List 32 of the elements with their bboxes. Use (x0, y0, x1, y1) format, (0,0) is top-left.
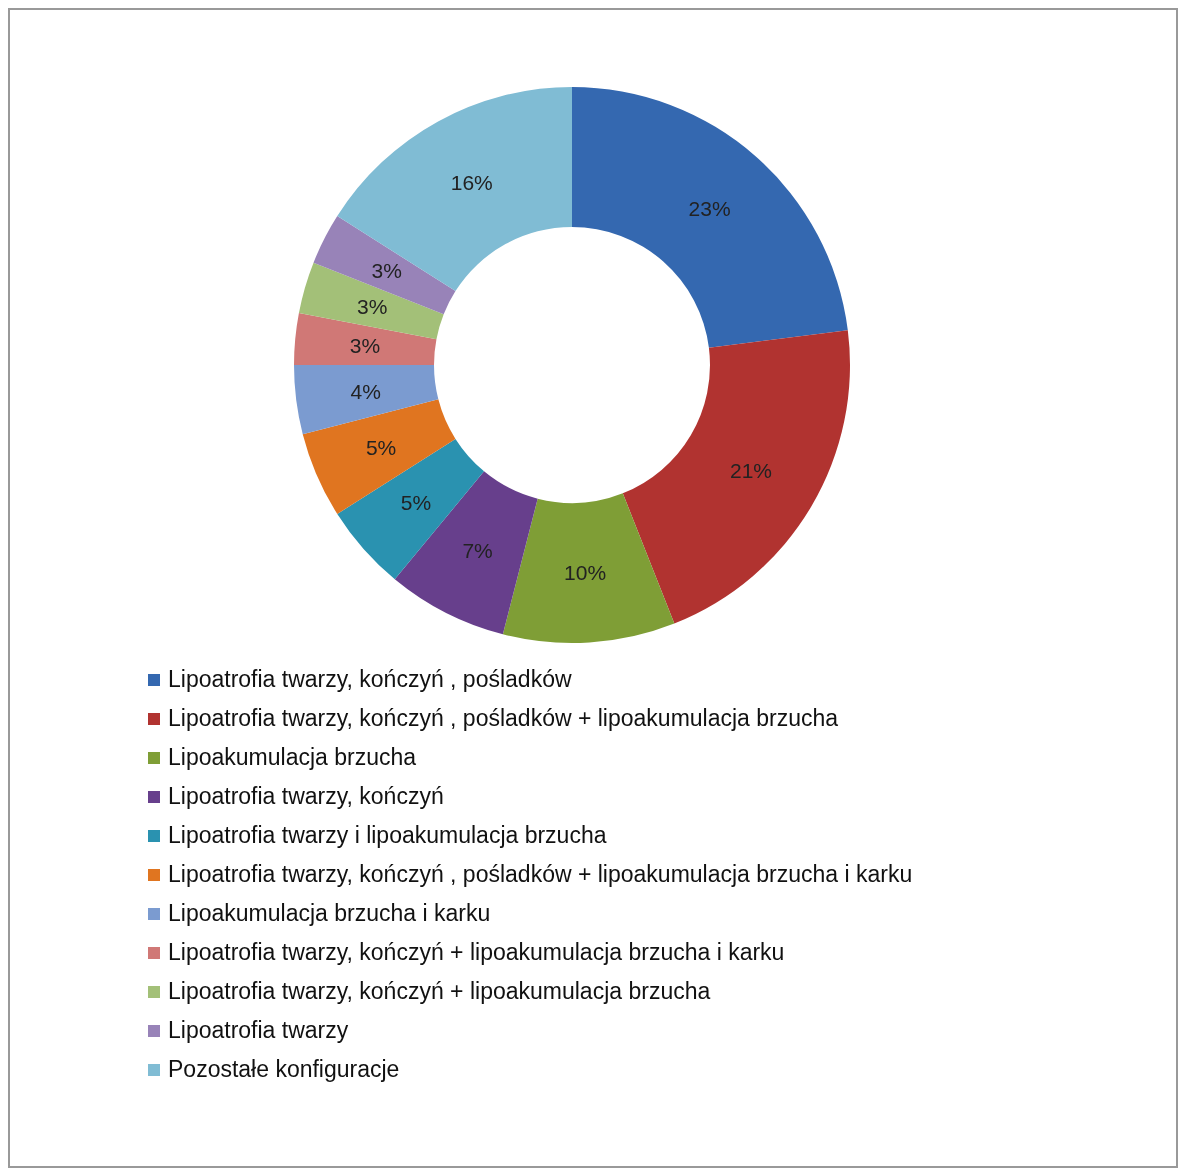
donut-slice (294, 312, 437, 365)
legend-label: Lipoatrofia twarzy, kończyń , pośladków + lipoakumulacja brzucha (168, 705, 839, 732)
data-label: 5% (365, 436, 397, 460)
donut-slice (502, 493, 675, 643)
data-label: 7% (462, 538, 493, 562)
donut-slice (622, 330, 850, 624)
data-label: 3% (357, 295, 388, 319)
data-label: 23% (688, 197, 731, 221)
data-label: 3% (371, 259, 402, 283)
legend-label: Lipoatrofia twarzy, kończyń , pośladków (168, 666, 572, 693)
legend-label: Lipoatrofia twarzy, kończyń + lipoakumulacja brzucha i karku (168, 939, 785, 966)
data-label: 10% (564, 561, 607, 585)
data-label: 5% (400, 491, 432, 515)
donut-slice (313, 216, 456, 315)
donut-slice (294, 365, 439, 435)
legend-label: Lipoakumulacja brzucha (168, 744, 417, 771)
legend-label: Lipoatrofia twarzy, kończyń (168, 783, 444, 810)
legend-label: Pozostałe konfiguracje (168, 1056, 400, 1083)
legend-label: Lipoatrofia twarzy i lipoakumulacja brzucha (168, 822, 607, 849)
data-label: 4% (350, 379, 381, 403)
donut-slice (302, 399, 456, 514)
data-label: 3% (349, 333, 381, 357)
legend-label: Lipoakumulacja brzucha i karku (168, 900, 491, 927)
legend-label: Lipoatrofia twarzy, kończyń + lipoakumulacja brzucha (168, 978, 711, 1005)
donut-slice (572, 87, 848, 348)
legend-label: Lipoatrofia twarzy, kończyń , pośladków + lipoakumulacja brzucha i karku (168, 861, 913, 888)
donut-slice (337, 87, 572, 292)
data-label: 21% (730, 459, 773, 483)
donut-slice (298, 262, 444, 340)
donut-slice (394, 471, 538, 635)
legend-label: Lipoatrofia twarzy (168, 1017, 349, 1044)
data-label: 16% (450, 171, 493, 195)
